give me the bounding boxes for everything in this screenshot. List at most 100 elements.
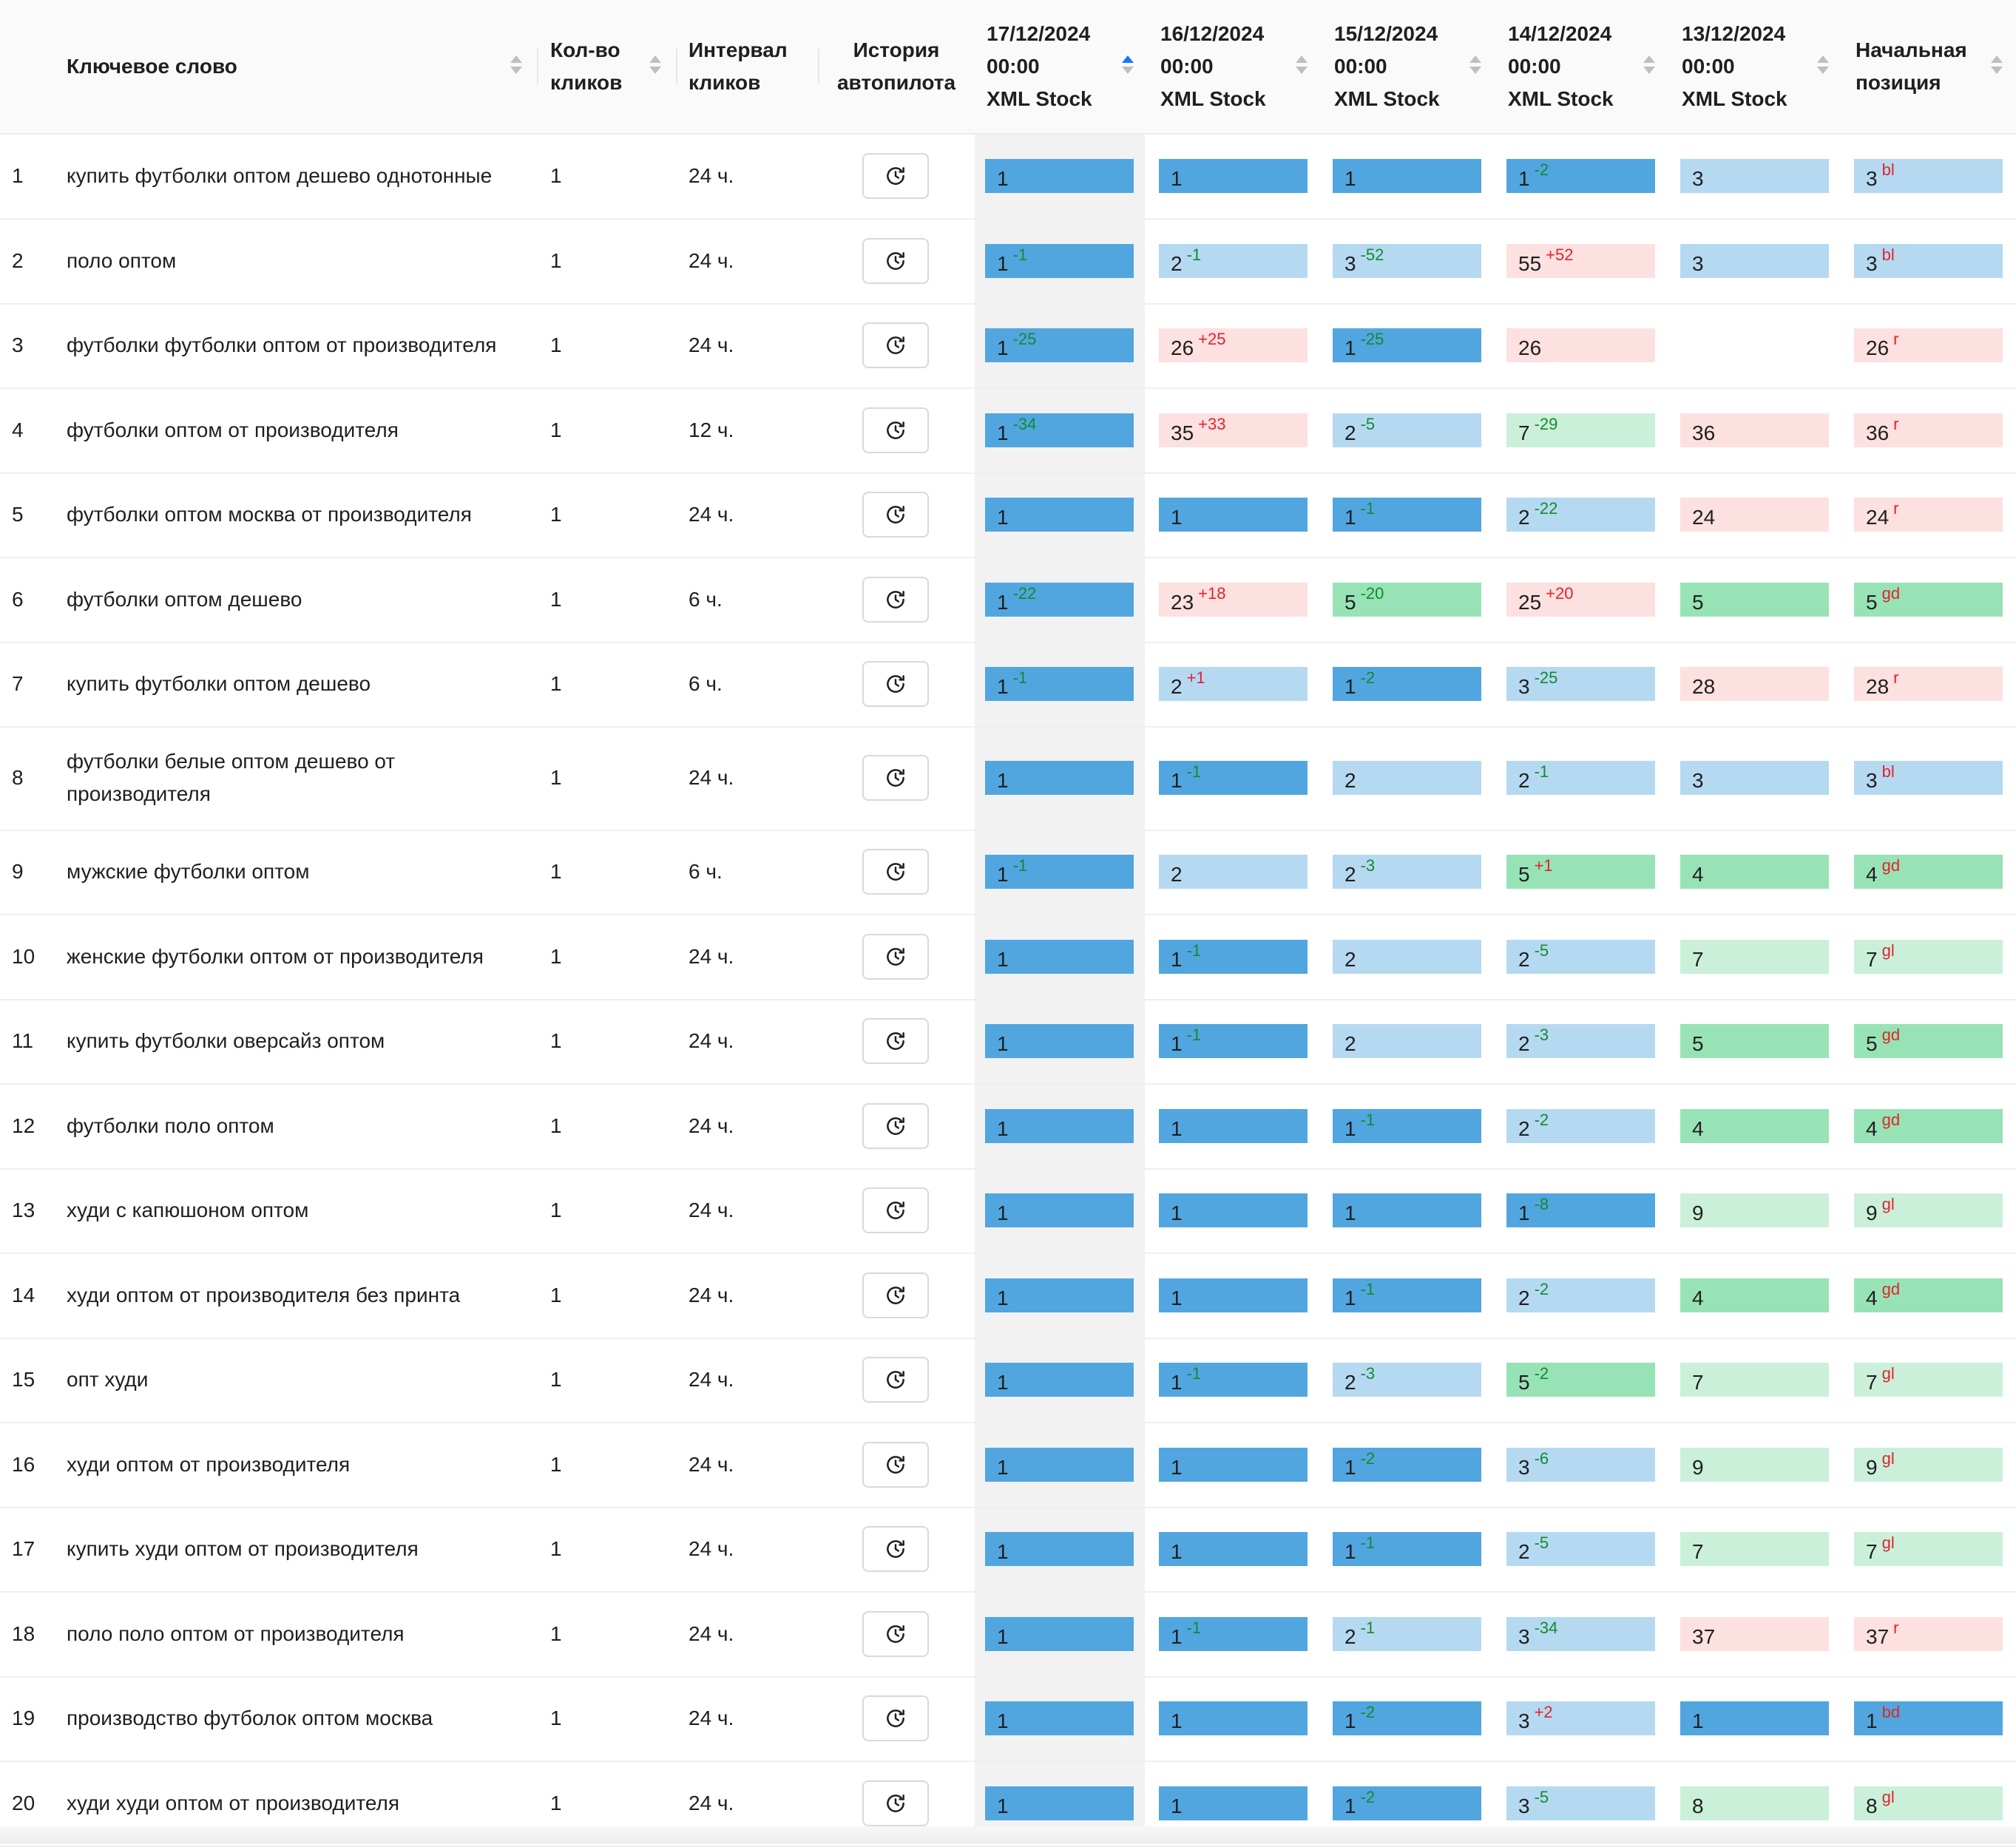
position-value: 25 <box>1518 591 1542 614</box>
position-value: 2 <box>1518 1117 1530 1140</box>
keyword-text: худи с капюшоном оптом <box>67 1199 309 1221</box>
position-value: 1 <box>1518 1202 1530 1224</box>
keyword-text: поло поло оптом от производителя <box>67 1621 405 1645</box>
position-cell-date-2: 1 -1 <box>1159 1617 1308 1651</box>
header-clicks[interactable]: Кол-во кликов <box>550 0 646 133</box>
history-clock-icon <box>884 419 907 441</box>
start-position-cell: 36 r <box>1854 413 2003 447</box>
click-interval: 24 ч. <box>689 1368 734 1391</box>
autopilot-history-button[interactable] <box>862 577 929 623</box>
autopilot-history-button[interactable] <box>862 1187 929 1233</box>
history-clock-icon <box>884 1030 907 1052</box>
position-value: 3 <box>1344 252 1356 275</box>
position-delta: +1 <box>1186 668 1205 687</box>
position-cell-date-4: 25 +20 <box>1506 583 1655 617</box>
position-value: 2 <box>1344 769 1356 792</box>
header-date-2[interactable]: 16/12/2024 00:00 XML Stock <box>1160 0 1297 133</box>
clicks-count-cell: 1 <box>550 557 639 642</box>
position-value: 4 <box>1692 1287 1704 1309</box>
click-interval-cell: 24 ч. <box>689 472 799 557</box>
row-number-cell: 5 <box>12 472 56 557</box>
header-start-position-sort-icon[interactable] <box>1991 55 2003 78</box>
clicks-count-cell: 1 <box>550 1676 639 1760</box>
sort-keyword-icon[interactable] <box>510 55 522 78</box>
autopilot-history-button[interactable] <box>862 1442 929 1488</box>
autopilot-history-button[interactable] <box>862 153 929 199</box>
keyword-text: мужские футболки оптом <box>67 860 310 883</box>
start-position-cell: 4 gd <box>1854 1278 2003 1312</box>
position-delta: gl <box>1881 941 1895 960</box>
keyword-text-cell: худи худи оптом от производителя <box>67 1760 525 1846</box>
position-delta: -1 <box>1360 1111 1376 1129</box>
header-date-2-sort-icon[interactable] <box>1296 55 1308 78</box>
header-date-5-sort-icon[interactable] <box>1817 55 1829 78</box>
table-row: 6 футболки оптом дешево 1 6 ч. 1 -22 23 +18 5 -20… <box>0 557 2016 643</box>
position-cell-date-4: 2 -5 <box>1506 1532 1655 1566</box>
autopilot-history-button[interactable] <box>862 407 929 453</box>
click-interval-cell: 24 ч. <box>689 1083 799 1168</box>
clicks-count: 1 <box>550 1029 562 1052</box>
autopilot-history-button[interactable] <box>862 755 929 801</box>
history-clock-icon <box>884 1454 907 1476</box>
autopilot-history-button[interactable] <box>862 1780 929 1826</box>
header-date-4-sort-icon[interactable] <box>1643 55 1655 78</box>
position-cell-date-2: 1 <box>1159 1193 1308 1227</box>
click-interval-cell: 24 ч. <box>689 218 799 303</box>
position-value: 1 <box>1171 1117 1183 1140</box>
autopilot-history-button[interactable] <box>862 1357 929 1403</box>
autopilot-history-button[interactable] <box>862 1526 929 1572</box>
position-value: 24 <box>1692 506 1716 529</box>
position-cell-date-3: 2 <box>1333 940 1481 974</box>
header-date-3[interactable]: 15/12/2024 00:00 XML Stock <box>1334 0 1471 133</box>
position-cell-date-5: 36 <box>1680 413 1829 447</box>
clicks-count-cell: 1 <box>550 472 639 557</box>
autopilot-history-button[interactable] <box>862 849 929 895</box>
start-position-cell: 3 bl <box>1854 244 2003 278</box>
clicks-count: 1 <box>550 1452 562 1476</box>
position-value: 1 <box>997 1709 1009 1732</box>
header-date-1-sort-icon[interactable] <box>1122 55 1134 78</box>
position-delta: -22 <box>1534 499 1558 518</box>
keyword-text-cell: худи оптом от производителя без принта <box>67 1253 525 1338</box>
sort-clicks-icon[interactable] <box>649 55 661 78</box>
autopilot-history-button[interactable] <box>862 1611 929 1657</box>
position-cell-date-2: 35 +33 <box>1159 413 1308 447</box>
position-delta: +1 <box>1534 856 1553 875</box>
click-interval-cell: 24 ч. <box>689 1507 799 1591</box>
clicks-count: 1 <box>550 333 562 356</box>
position-cell-date-1: 1 <box>985 498 1134 532</box>
autopilot-history-button[interactable] <box>862 238 929 284</box>
header-date-4[interactable]: 14/12/2024 00:00 XML Stock <box>1508 0 1645 133</box>
clicks-count: 1 <box>550 1621 562 1645</box>
header-keyword[interactable]: Ключевое слово <box>67 0 510 133</box>
autopilot-history-button[interactable] <box>862 1695 929 1741</box>
header-date-5[interactable]: 13/12/2024 00:00 XML Stock <box>1682 0 1819 133</box>
position-value: 7 <box>1692 948 1704 971</box>
autopilot-history-button[interactable] <box>862 1272 929 1318</box>
position-cell-date-5: 4 <box>1680 1109 1829 1143</box>
autopilot-history-button[interactable] <box>862 492 929 538</box>
autopilot-history-button[interactable] <box>862 322 929 368</box>
position-delta: +52 <box>1546 245 1574 264</box>
autopilot-history-button[interactable] <box>862 1103 929 1149</box>
position-cell-date-3: 2 -3 <box>1333 1363 1481 1397</box>
autopilot-history-button[interactable] <box>862 934 929 980</box>
header-start-position[interactable]: Начальная позиция <box>1856 0 1992 133</box>
position-value: 1 <box>1171 1371 1183 1394</box>
position-value: 1 <box>1344 506 1356 529</box>
header-date-1[interactable]: 17/12/2024 00:00 XML Stock <box>987 0 1123 133</box>
position-value: 2 <box>1518 948 1530 971</box>
position-value: 4 <box>1866 863 1878 886</box>
position-cell-date-3: 2 -3 <box>1333 855 1481 889</box>
position-value: 3 <box>1866 769 1878 792</box>
autopilot-history-button[interactable] <box>862 661 929 707</box>
position-cell-date-1: 1 <box>985 1024 1134 1058</box>
header-interval-label: Интервал кликов <box>689 38 788 94</box>
position-cell-date-1: 1 -1 <box>985 244 1134 278</box>
click-interval: 24 ч. <box>689 503 734 526</box>
history-clock-icon <box>884 1369 907 1391</box>
table-row: 16 худи оптом от производителя 1 24 ч. 1 1 1 -2… <box>0 1422 2016 1508</box>
header-date-3-sort-icon[interactable] <box>1469 55 1481 78</box>
row-number-cell: 13 <box>12 1168 56 1253</box>
autopilot-history-button[interactable] <box>862 1018 929 1064</box>
